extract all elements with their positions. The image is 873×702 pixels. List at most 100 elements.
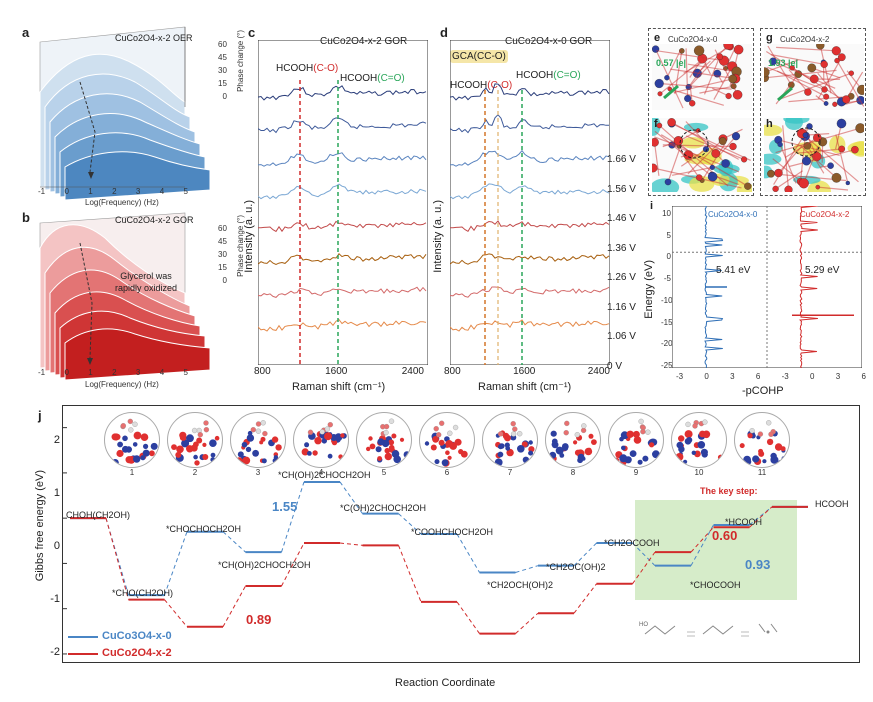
panel-c-xlabel: Raman shift (cm⁻¹) (292, 381, 386, 393)
mol-adsorbate-atom (645, 429, 651, 435)
mol-atom (179, 431, 187, 439)
mol-atom (555, 446, 564, 455)
mol-atom (307, 451, 312, 456)
mol-adsorbate-atom (497, 431, 504, 437)
mol-adsorbate-atom (749, 428, 755, 434)
energy-connector-1-9 (632, 551, 656, 585)
mol-atom (684, 430, 693, 439)
value-0-93: 0.93 (745, 557, 771, 572)
atom (731, 132, 741, 141)
legend-blue: CuCo3O4-x-0 (102, 630, 172, 642)
mol-atom (377, 456, 382, 461)
species-label-6: *COOHCHOCH2OH (411, 527, 494, 537)
panel-a-title: CuCo2O4-x-2 OER (115, 33, 193, 43)
mol-atom (181, 439, 190, 448)
mol-adsorbate-atom (702, 419, 708, 425)
mol-atom (245, 446, 252, 453)
mol-atom (384, 452, 392, 461)
species-label-1: *CHO(CH2OH) (112, 588, 174, 598)
energy-connector-0-0 (105, 518, 129, 596)
isosurface-lobe (683, 122, 709, 132)
mol-atom (132, 442, 138, 447)
mol-adsorbate-atom (324, 426, 331, 432)
mol-atom (117, 441, 123, 448)
atom (728, 74, 737, 84)
mol-atom (620, 431, 629, 440)
mol-atom (678, 446, 685, 453)
mol-atom (762, 459, 767, 464)
mol-atom (271, 436, 279, 443)
legend-red: CuCo2O4-x-2 (102, 647, 172, 659)
atom (813, 133, 822, 142)
atom (798, 178, 809, 189)
panel-i-xticks: -3 0 3 6 -3 0 3 6 (676, 372, 866, 381)
raman-spectrum-0 (258, 85, 427, 101)
panel-d-gca-label: GCA(CC-O) (450, 50, 508, 63)
mol-atom (327, 453, 333, 459)
mol-atom (581, 456, 586, 461)
panel-g-title: CuCo2O4-x-2 (780, 35, 830, 44)
panel-i-left-title: CuCo2O4-x-0 (708, 210, 758, 219)
mol-atom (366, 446, 371, 452)
energy-connector-1-6 (456, 601, 480, 634)
mol-adsorbate-atom (564, 420, 570, 427)
mol-atom (619, 454, 628, 463)
mol-adsorbate-atom (766, 420, 772, 426)
mol-atom (324, 432, 332, 441)
mol-adsorbate-atom (388, 418, 395, 424)
value-1-55: 1.55 (272, 499, 298, 514)
atom (837, 53, 846, 62)
molecule-thumb-3 (230, 412, 286, 468)
mol-atom (780, 446, 786, 452)
mol-atom (116, 449, 124, 458)
energy-connector-0-1 (164, 531, 188, 596)
mol-atom (497, 451, 504, 458)
mol-atom (260, 436, 266, 442)
raman-spectrum-1 (450, 113, 609, 134)
panel-i-right-value: 5.29 eV (805, 265, 840, 276)
mol-adsorbate-atom (510, 421, 516, 427)
panel-j-letter: j (38, 408, 42, 423)
atom (684, 94, 692, 103)
mol-atom (186, 434, 194, 443)
raman-spectrum-3 (450, 183, 610, 200)
mol-atom (619, 436, 624, 442)
molecule-number-8: 8 (570, 468, 576, 477)
atom (716, 53, 724, 61)
atom (764, 67, 770, 78)
cohp-curve (799, 206, 818, 368)
mol-atom (549, 451, 557, 459)
mol-atom (573, 440, 578, 445)
panel-c-label-co: HCOOH(C-O) (276, 63, 339, 74)
panel-b-zticks: 60 45 30 15 0 (218, 224, 227, 285)
raman-spectrum-0 (450, 83, 610, 101)
mol-atom (340, 433, 345, 438)
species-label-4: *CH(OH)2CHOCH2OH (278, 470, 371, 480)
mol-atom (150, 442, 158, 450)
energy-connector-1-3 (281, 542, 305, 587)
panel-a-zticks: 60 45 30 15 0 (218, 40, 227, 101)
atom (723, 44, 734, 50)
mol-atom (275, 444, 282, 451)
atom (657, 91, 663, 97)
reaction-scheme: HO (639, 622, 778, 637)
energy-connector-0-7 (515, 565, 539, 573)
atom (802, 132, 809, 138)
mol-adsorbate-atom (383, 429, 389, 436)
value-0-60: 0.60 (712, 528, 738, 543)
molecule-number-11: 11 (757, 468, 767, 477)
species-label-8: *CH2OC(OH)2 (546, 562, 606, 572)
mol-atom (301, 448, 309, 456)
mol-atom (678, 435, 685, 442)
key-step-label: The key step: (700, 486, 758, 496)
mol-atom (314, 437, 322, 445)
mol-atom (194, 460, 200, 466)
energy-connector-1-5 (398, 545, 422, 603)
mol-atom (196, 437, 203, 444)
atom (804, 88, 812, 96)
energy-connector-1-4 (339, 542, 363, 546)
raman-spectrum-5 (258, 253, 427, 265)
atom (777, 141, 783, 148)
panel-e-letter: e (654, 32, 661, 44)
mol-adsorbate-atom (447, 430, 453, 436)
